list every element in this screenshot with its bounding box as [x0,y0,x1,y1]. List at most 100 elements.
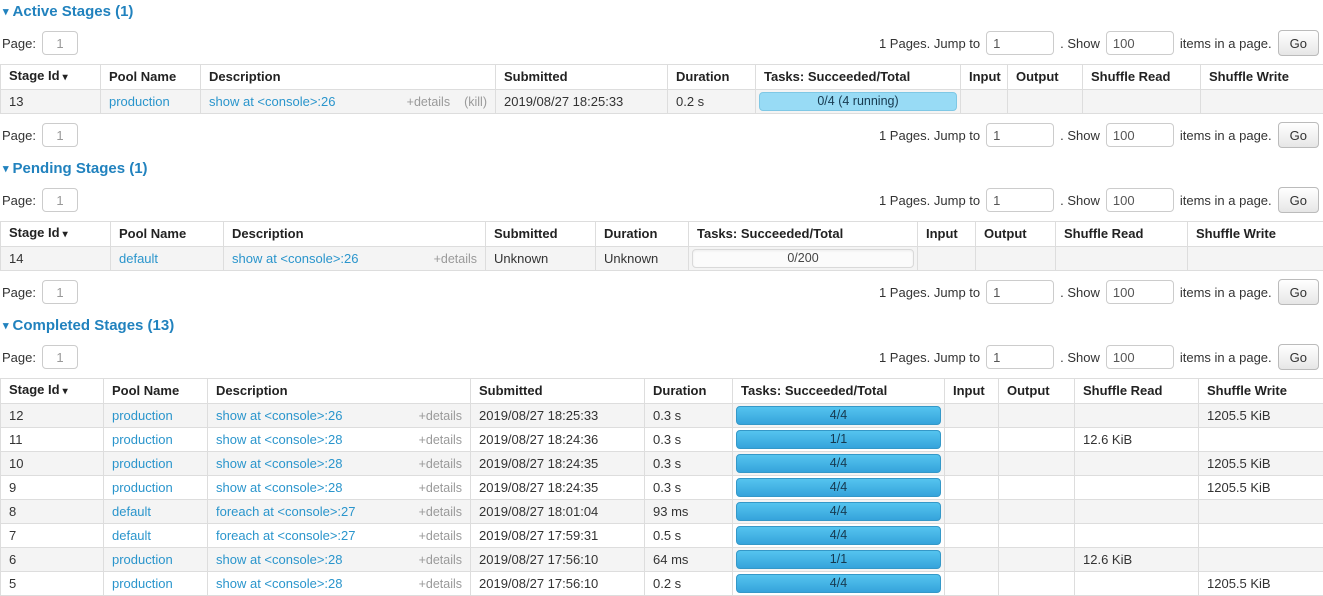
column-header-description[interactable]: Description [224,222,486,247]
go-button[interactable]: Go [1278,344,1319,370]
column-header-stage-id[interactable]: Stage Id▾ [1,65,101,90]
description-link[interactable]: show at <console>:26 [232,251,358,267]
description-link[interactable]: show at <console>:28 [216,432,342,448]
details-toggle[interactable]: +details [419,504,462,520]
details-toggle[interactable]: +details [419,576,462,592]
kill-link[interactable]: (kill) [464,94,487,110]
column-header-submitted[interactable]: Submitted [496,65,668,90]
pending-stages-title[interactable]: ▾Pending Stages (1) [3,160,1323,179]
go-button[interactable]: Go [1278,279,1319,305]
description-content: show at <console>:26 +details [216,408,462,424]
description-link[interactable]: show at <console>:28 [216,456,342,472]
go-button[interactable]: Go [1278,30,1319,56]
page-number-input[interactable] [42,31,78,55]
column-header-submitted[interactable]: Submitted [486,222,596,247]
pool-name-cell: default [104,524,208,548]
details-toggle[interactable]: +details [419,408,462,424]
pool-name-link[interactable]: default [112,528,151,543]
column-header-submitted[interactable]: Submitted [471,379,645,404]
page-number-input[interactable] [42,280,78,304]
jump-to-input[interactable] [986,123,1054,147]
description-link[interactable]: show at <console>:28 [216,480,342,496]
column-header-duration[interactable]: Duration [596,222,689,247]
show-count-input[interactable] [1106,31,1174,55]
column-header-shuffle-read[interactable]: Shuffle Read [1075,379,1199,404]
column-header-shuffle-read[interactable]: Shuffle Read [1083,65,1201,90]
page-number-input[interactable] [42,188,78,212]
input-cell [945,572,999,596]
go-button[interactable]: Go [1278,187,1319,213]
column-header-shuffle-write[interactable]: Shuffle Write [1188,222,1323,247]
stage-id-cell: 12 [1,404,104,428]
column-header-output[interactable]: Output [999,379,1075,404]
page-label: Page: [2,128,36,143]
pool-name-link[interactable]: production [109,94,170,109]
jump-to-input[interactable] [986,188,1054,212]
pagination-row: Page: 1 Pages. Jump to . Show items in a… [2,122,1319,148]
show-count-input[interactable] [1106,123,1174,147]
details-toggle[interactable]: +details [419,432,462,448]
shuffle-write-cell: 1205.5 KiB [1199,572,1323,596]
pool-name-link[interactable]: production [112,408,173,423]
pool-name-link[interactable]: default [119,251,158,266]
page-number-input[interactable] [42,345,78,369]
details-toggle[interactable]: +details [419,552,462,568]
details-toggle[interactable]: +details [419,528,462,544]
jump-to-input[interactable] [986,31,1054,55]
column-header-pool-name[interactable]: Pool Name [101,65,201,90]
column-header-description[interactable]: Description [201,65,496,90]
column-header-duration[interactable]: Duration [645,379,733,404]
show-count-input[interactable] [1106,345,1174,369]
column-header-tasks-succeeded-total[interactable]: Tasks: Succeeded/Total [756,65,961,90]
show-count-input[interactable] [1106,188,1174,212]
column-header-shuffle-write[interactable]: Shuffle Write [1201,65,1323,90]
collapse-arrow-icon: ▾ [3,320,9,332]
column-header-stage-id[interactable]: Stage Id▾ [1,222,111,247]
column-header-description[interactable]: Description [208,379,471,404]
tasks-progress-bar: 4/4 [736,406,941,425]
jump-to-input[interactable] [986,345,1054,369]
column-header-input[interactable]: Input [961,65,1008,90]
submitted-cell: 2019/08/27 17:56:10 [471,572,645,596]
pool-name-cell: production [104,404,208,428]
column-header-input[interactable]: Input [918,222,976,247]
column-header-output[interactable]: Output [1008,65,1083,90]
column-header-output[interactable]: Output [976,222,1056,247]
go-button[interactable]: Go [1278,122,1319,148]
pool-name-link[interactable]: production [112,480,173,495]
stage-id-cell: 11 [1,428,104,452]
jump-to-input[interactable] [986,280,1054,304]
description-link[interactable]: foreach at <console>:27 [216,504,356,520]
pool-name-link[interactable]: default [112,504,151,519]
pool-name-link[interactable]: production [112,456,173,471]
active-stages-title[interactable]: ▾Active Stages (1) [3,3,1323,22]
description-link[interactable]: show at <console>:26 [209,94,335,110]
description-link[interactable]: show at <console>:28 [216,576,342,592]
column-header-tasks-succeeded-total[interactable]: Tasks: Succeeded/Total [733,379,945,404]
column-header-input[interactable]: Input [945,379,999,404]
column-header-duration[interactable]: Duration [668,65,756,90]
page-number-input[interactable] [42,123,78,147]
column-header-pool-name[interactable]: Pool Name [104,379,208,404]
column-header-stage-id[interactable]: Stage Id▾ [1,379,104,404]
column-header-shuffle-read[interactable]: Shuffle Read [1056,222,1188,247]
pool-name-link[interactable]: production [112,432,173,447]
show-count-input[interactable] [1106,280,1174,304]
shuffle-write-cell [1201,90,1323,114]
description-link[interactable]: show at <console>:26 [216,408,342,424]
input-cell [945,428,999,452]
column-header-shuffle-write[interactable]: Shuffle Write [1199,379,1323,404]
pool-name-link[interactable]: production [112,576,173,591]
details-toggle[interactable]: +details [434,251,477,267]
pool-name-link[interactable]: production [112,552,173,567]
description-link[interactable]: foreach at <console>:27 [216,528,356,544]
completed-stages-title[interactable]: ▾Completed Stages (13) [3,317,1323,336]
column-header-pool-name[interactable]: Pool Name [111,222,224,247]
column-header-tasks-succeeded-total[interactable]: Tasks: Succeeded/Total [689,222,918,247]
details-toggle[interactable]: +details [419,480,462,496]
details-toggle[interactable]: +details [419,456,462,472]
details-toggle[interactable]: +details [407,94,450,110]
description-link[interactable]: show at <console>:28 [216,552,342,568]
